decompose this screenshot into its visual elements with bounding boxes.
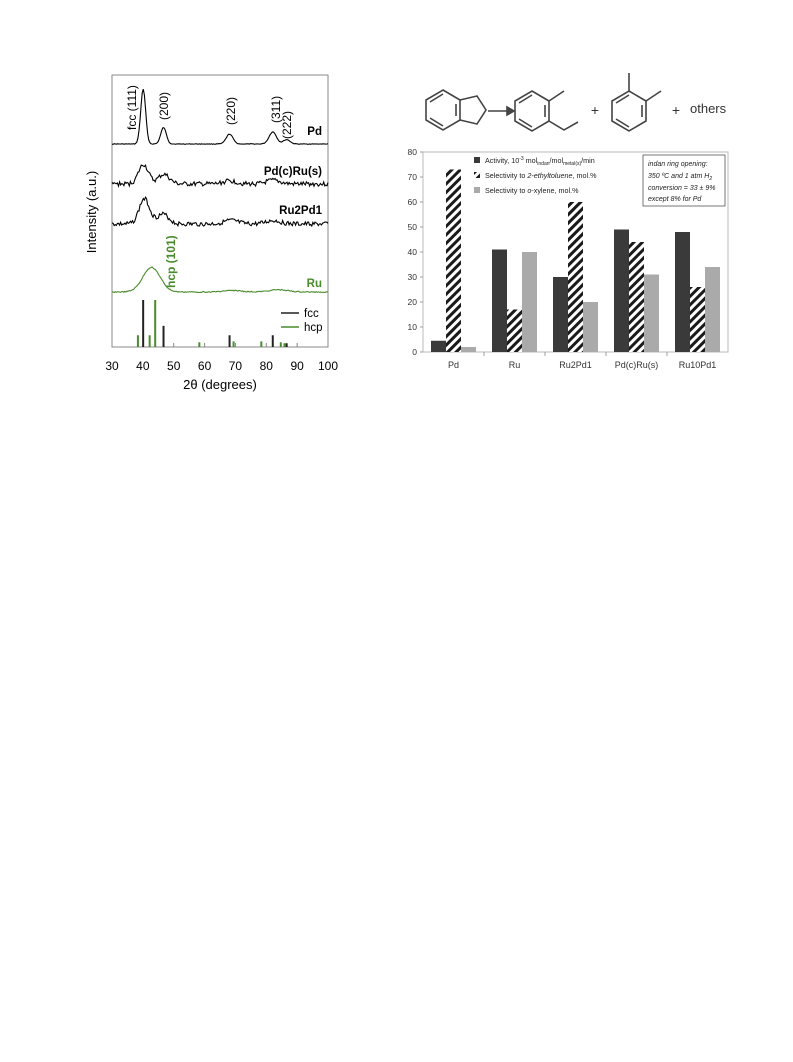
- xrd-series-label: Pd: [307, 126, 322, 138]
- xrd-curve-ru2pd1: [111, 196, 329, 228]
- xrd-x-tick-label: 70: [229, 359, 243, 373]
- xrd-series-label: Ru: [307, 278, 322, 290]
- xrd-y-axis-label: Intensity (a.u.): [84, 171, 99, 253]
- xrd-curve-pdcrus: [111, 163, 329, 188]
- bar-x-tick-label: Ru10Pd1: [679, 360, 717, 370]
- bar-ethyltoluene-ru: [507, 309, 522, 352]
- ethyltoluene-structure-icon: [514, 90, 579, 132]
- bar-ethyltoluene-ru2pd1: [568, 202, 583, 352]
- bar-activity-ru: [492, 249, 507, 352]
- conditions-annotation: indan ring opening: 350 ºC and 1 atm H2 …: [642, 154, 726, 207]
- bar-x-ticks: Pd Ru Ru2Pd1 Pd(c)Ru(s) Ru10Pd1: [448, 352, 716, 370]
- bar-bars: [431, 169, 720, 352]
- bar-y-tick-label: 10: [408, 322, 418, 332]
- bar-y-tick-label: 40: [408, 247, 418, 257]
- bar-xylene-ru: [522, 252, 537, 352]
- legend-ethyltoluene-label: Selectivity to 2-ethyltoluene, mol.%: [485, 171, 597, 180]
- xrd-curves: [111, 89, 329, 294]
- xrd-x-tick-label: 90: [290, 359, 304, 373]
- scheme-others: others: [690, 101, 727, 116]
- legend-activity-label: Activity, 10-3 molindan/molmetal(s)/min: [485, 156, 595, 167]
- peak-label-hcp-101: hcp (101): [164, 235, 178, 288]
- xrd-legend: fcc hcp: [281, 308, 323, 334]
- bar-ethyltoluene-pdcrus: [629, 242, 644, 352]
- indan-structure-icon: [425, 89, 487, 131]
- legend-ethyltoluene-swatch: [474, 172, 480, 178]
- bar-xylene-pd: [461, 347, 476, 352]
- bar-y-tick-label: 20: [408, 297, 418, 307]
- legend-fcc-label: fcc: [304, 308, 319, 320]
- bar-chart-panel: 0 10 20 30 40 50 60 70 80 Pd Ru Ru2Pd1 Pd(c)Ru(s) Ru…: [408, 147, 729, 370]
- bar-xylene-ru10pd1: [705, 267, 720, 352]
- scheme-plus-2: +: [672, 102, 680, 118]
- bar-activity-ru2pd1: [553, 277, 568, 352]
- xrd-panel: 30 40 50 60 70 80 90 100 2θ (degrees) Intensity…: [84, 74, 338, 392]
- xrd-x-tick-label: 60: [198, 359, 212, 373]
- bar-y-ticks: 0 10 20 30 40 50 60 70 80: [408, 147, 423, 357]
- bar-y-tick-label: 30: [408, 272, 418, 282]
- xrd-x-ticks: 30 40 50 60 70 80 90 100: [105, 343, 338, 373]
- conditions-line-2: 350 ºC and 1 atm H2: [648, 173, 712, 182]
- peak-label-311: (311): [269, 96, 283, 123]
- xrd-x-tick-label: 40: [136, 359, 150, 373]
- xrd-peak-labels: fcc (111) (200) (220) (311) (222) hcp (1…: [125, 85, 294, 288]
- bar-x-tick-label: Pd: [448, 360, 459, 370]
- bar-y-tick-label: 50: [408, 222, 418, 232]
- reaction-arrow-icon: [488, 105, 516, 117]
- reaction-scheme: + + others: [425, 73, 727, 132]
- xrd-x-axis-label: 2θ (degrees): [183, 377, 257, 392]
- bar-ethyltoluene-pd: [446, 169, 461, 352]
- xrd-reference-lines: [136, 300, 288, 347]
- bar-x-tick-label: Pd(c)Ru(s): [615, 360, 659, 370]
- legend-activity-swatch: [474, 157, 480, 163]
- peak-label-220: (220): [224, 97, 238, 125]
- xrd-series-label: Pd(c)Ru(s): [264, 166, 322, 178]
- bar-y-tick-label: 80: [408, 147, 418, 157]
- bar-y-tick-label: 0: [412, 347, 417, 357]
- conditions-line-3: conversion = 33 ± 9%: [648, 185, 715, 192]
- peak-label-fcc-111: fcc (111): [125, 85, 139, 130]
- bar-x-tick-label: Ru: [509, 360, 521, 370]
- legend-xylene-label: Selectivity to o-xylene, mol.%: [485, 186, 579, 195]
- xrd-curve-ru: [111, 266, 329, 294]
- bar-activity-ru10pd1: [675, 232, 690, 352]
- xylene-structure-icon: [611, 73, 662, 132]
- bar-x-tick-label: Ru2Pd1: [559, 360, 592, 370]
- peak-label-200: (200): [157, 92, 171, 120]
- bar-y-tick-label: 60: [408, 197, 418, 207]
- xrd-series-label: Ru2Pd1: [279, 205, 322, 217]
- bar-legend: Activity, 10-3 molindan/molmetal(s)/min …: [474, 156, 597, 195]
- conditions-line-4: except 8% for Pd: [648, 196, 702, 203]
- bar-ethyltoluene-ru10pd1: [690, 287, 705, 352]
- scheme-plus-1: +: [591, 102, 599, 118]
- conditions-line-1: indan ring opening:: [648, 161, 708, 168]
- xrd-series-labels: Pd Pd(c)Ru(s) Ru2Pd1 Ru: [264, 126, 323, 290]
- xrd-axes: [111, 74, 329, 348]
- peak-label-222: (222): [280, 111, 294, 139]
- legend-xylene-swatch: [474, 187, 480, 193]
- bar-activity-pdcrus: [614, 229, 629, 352]
- xrd-x-tick-label: 30: [105, 359, 119, 373]
- legend-hcp-label: hcp: [304, 322, 323, 334]
- bar-y-tick-label: 70: [408, 172, 418, 182]
- bar-xylene-pdcrus: [644, 274, 659, 352]
- bar-activity-pd: [431, 340, 446, 352]
- xrd-x-tick-label: 50: [167, 359, 181, 373]
- bar-xylene-ru2pd1: [583, 302, 598, 352]
- conditions-box: [642, 154, 726, 207]
- xrd-x-tick-label: 80: [260, 359, 274, 373]
- xrd-x-tick-label: 100: [318, 359, 338, 373]
- xrd-plot-frame: [111, 74, 329, 348]
- xrd-curve-pd: [111, 89, 329, 145]
